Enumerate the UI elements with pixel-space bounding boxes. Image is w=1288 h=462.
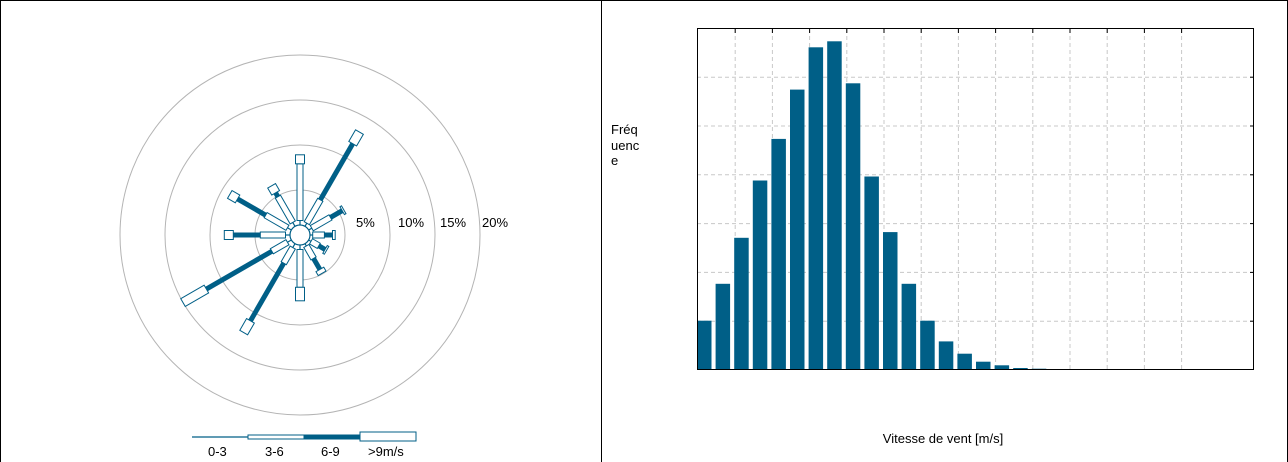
rose-segment-270-69 xyxy=(233,232,261,238)
histogram-y-axis-label: Fréquence xyxy=(611,122,640,168)
legend-swatch-9plus xyxy=(359,431,417,442)
rose-segment-270-36 xyxy=(259,231,286,239)
wind-rose-chart: 5% 10% 15% 20% xyxy=(119,54,508,416)
rose-segment-30-03 xyxy=(304,222,308,227)
rose-segment-240-36 xyxy=(269,238,290,255)
rose-center-circle xyxy=(289,224,311,246)
rose-segment-330-36 xyxy=(274,194,297,225)
rose-segment-90-36 xyxy=(312,231,325,239)
rose-segment-60-9ms xyxy=(339,205,347,216)
histogram-bar-12 xyxy=(920,320,935,370)
rose-ring-15 xyxy=(164,99,436,371)
rose-segment-210-69 xyxy=(248,261,286,323)
legend-label-9plus: >9m/s xyxy=(368,444,404,459)
legend-label-3-6: 3-6 xyxy=(265,444,284,459)
rose-ring-20 xyxy=(119,54,481,416)
rose-segment-0-36 xyxy=(296,163,304,221)
rose-segment-180-03 xyxy=(299,245,301,250)
rose-segment-90-03 xyxy=(310,234,313,236)
rose-segment-330-03 xyxy=(292,222,296,227)
rose-segment-150-9ms xyxy=(315,266,327,277)
rose-segment-210-03 xyxy=(292,243,296,248)
ring-label-15: 15% xyxy=(440,215,466,230)
histogram-bar-15 xyxy=(976,361,991,370)
rose-segment-0-03 xyxy=(299,220,301,225)
legend-swatch-3-6 xyxy=(247,434,305,440)
rose-segment-60-69 xyxy=(329,208,344,220)
histogram-bar-2 xyxy=(734,237,749,370)
rose-legend: 0-3 3-6 6-9 >9m/s xyxy=(192,431,417,459)
legend-label-0-3: 0-3 xyxy=(208,444,227,459)
rose-segment-120-9ms xyxy=(322,244,330,255)
rose-segment-150-69 xyxy=(311,257,323,271)
rose-segment-180-9ms xyxy=(295,286,305,302)
histogram-bars xyxy=(697,41,1251,371)
wind-speed-histogram: Vitesse de vent [m/s] xyxy=(697,28,1254,446)
histogram-bar-5 xyxy=(790,89,805,370)
histogram-bar-4 xyxy=(771,138,786,370)
rose-segment-120-69 xyxy=(317,243,327,252)
rose-ring-10 xyxy=(209,144,391,326)
rose-segment-300-69 xyxy=(236,196,267,218)
rose-segment-240-69 xyxy=(205,249,274,292)
rose-segment-270-03 xyxy=(285,234,290,236)
rose-segment-0-9ms xyxy=(295,154,305,165)
rose-segment-300-9ms xyxy=(226,189,241,204)
histogram-axes-frame xyxy=(697,28,1254,370)
rose-segment-150-36 xyxy=(303,243,317,261)
legend-swatch-6-9 xyxy=(304,434,360,440)
histogram-bar-1 xyxy=(715,283,731,370)
rose-segment-180-36 xyxy=(296,249,304,288)
histogram-grid xyxy=(697,29,1254,370)
histogram-bar-0 xyxy=(697,320,712,370)
rose-segment-240-03 xyxy=(287,239,292,243)
histogram-bar-3 xyxy=(752,180,768,370)
histogram-ticks xyxy=(734,29,1254,322)
rose-segment-90-69 xyxy=(324,232,333,238)
rose-segment-30-9ms xyxy=(348,129,365,147)
histogram-bar-11 xyxy=(901,283,917,370)
ring-label-20: 20% xyxy=(482,215,508,230)
rose-segment-330-9ms xyxy=(267,182,281,196)
rose-sectors xyxy=(180,129,365,336)
histogram-bar-16 xyxy=(994,365,1010,370)
rose-segment-240-9ms xyxy=(180,284,210,308)
histogram-bar-6 xyxy=(808,47,824,371)
rose-segment-30-69 xyxy=(318,142,355,202)
histogram-bar-14 xyxy=(957,353,972,370)
histogram-bar-13 xyxy=(938,341,954,370)
histogram-bar-7 xyxy=(827,41,842,371)
rose-segment-210-9ms xyxy=(239,317,256,336)
histogram-bar-8 xyxy=(845,83,861,371)
rose-segment-60-03 xyxy=(308,227,313,231)
ring-label-10: 10% xyxy=(398,215,424,230)
histogram-bar-9 xyxy=(864,176,879,370)
histogram-bar-10 xyxy=(883,232,898,370)
histogram-x-axis-label: Vitesse de vent [m/s] xyxy=(883,431,1003,446)
legend-label-6-9: 6-9 xyxy=(321,444,340,459)
rose-segment-300-03 xyxy=(287,227,292,231)
rose-segment-210-36 xyxy=(280,245,297,266)
rose-segment-90-9ms xyxy=(332,230,336,240)
rose-segment-270-9ms xyxy=(223,230,234,240)
ring-label-5: 5% xyxy=(356,215,375,230)
